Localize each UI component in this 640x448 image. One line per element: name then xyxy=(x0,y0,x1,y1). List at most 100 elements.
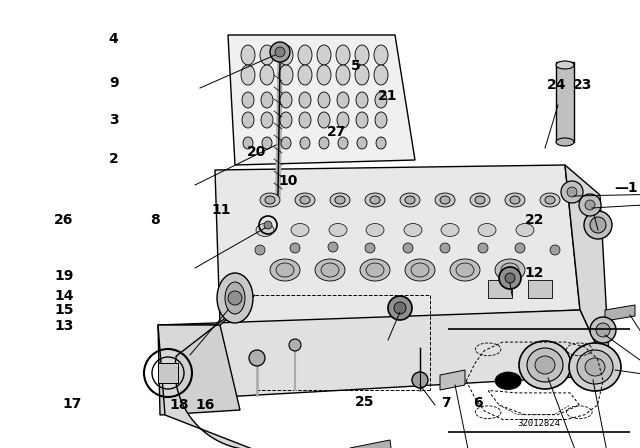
Ellipse shape xyxy=(411,263,429,277)
Ellipse shape xyxy=(357,137,367,149)
Ellipse shape xyxy=(355,65,369,85)
Text: 27: 27 xyxy=(326,125,346,139)
Ellipse shape xyxy=(279,45,293,65)
Circle shape xyxy=(550,245,560,255)
Circle shape xyxy=(505,273,515,283)
Ellipse shape xyxy=(337,112,349,128)
Circle shape xyxy=(478,243,488,253)
Text: 25: 25 xyxy=(355,395,374,409)
Circle shape xyxy=(388,296,412,320)
Polygon shape xyxy=(215,165,580,325)
Ellipse shape xyxy=(366,263,384,277)
Text: 14: 14 xyxy=(54,289,74,303)
Ellipse shape xyxy=(243,137,253,149)
Circle shape xyxy=(412,372,428,388)
Circle shape xyxy=(567,187,577,197)
Text: 32012824: 32012824 xyxy=(518,419,561,428)
Circle shape xyxy=(499,267,521,289)
Ellipse shape xyxy=(330,193,350,207)
Ellipse shape xyxy=(374,65,388,85)
Ellipse shape xyxy=(338,137,348,149)
Ellipse shape xyxy=(329,224,347,237)
Ellipse shape xyxy=(260,193,280,207)
Ellipse shape xyxy=(478,224,496,237)
Ellipse shape xyxy=(450,259,480,281)
Ellipse shape xyxy=(318,112,330,128)
Ellipse shape xyxy=(540,193,560,207)
Ellipse shape xyxy=(356,112,368,128)
Text: 24: 24 xyxy=(547,78,566,92)
Ellipse shape xyxy=(470,193,490,207)
Ellipse shape xyxy=(298,65,312,85)
Polygon shape xyxy=(605,305,635,321)
Text: 9: 9 xyxy=(109,76,118,90)
Text: 13: 13 xyxy=(54,319,74,333)
Circle shape xyxy=(596,323,610,337)
Ellipse shape xyxy=(280,112,292,128)
Text: 17: 17 xyxy=(63,397,82,411)
Circle shape xyxy=(275,47,285,57)
Circle shape xyxy=(328,242,338,252)
Circle shape xyxy=(403,243,413,253)
Ellipse shape xyxy=(300,196,310,204)
Text: 15: 15 xyxy=(54,303,74,318)
Ellipse shape xyxy=(456,263,474,277)
Polygon shape xyxy=(158,325,240,415)
Polygon shape xyxy=(158,363,178,383)
Ellipse shape xyxy=(317,45,331,65)
Text: 2: 2 xyxy=(109,152,118,166)
Polygon shape xyxy=(158,310,610,400)
Ellipse shape xyxy=(279,65,293,85)
Ellipse shape xyxy=(265,196,275,204)
Ellipse shape xyxy=(217,273,253,323)
Ellipse shape xyxy=(516,224,534,237)
Ellipse shape xyxy=(337,92,349,108)
Ellipse shape xyxy=(261,112,273,128)
Ellipse shape xyxy=(365,193,385,207)
Circle shape xyxy=(289,339,301,351)
Ellipse shape xyxy=(299,92,311,108)
Text: 8: 8 xyxy=(150,212,160,227)
Text: 19: 19 xyxy=(54,268,74,283)
Bar xyxy=(528,280,552,298)
Circle shape xyxy=(590,217,606,233)
Circle shape xyxy=(561,181,583,203)
Text: 21: 21 xyxy=(378,89,397,103)
Ellipse shape xyxy=(475,196,485,204)
Polygon shape xyxy=(158,295,255,448)
Ellipse shape xyxy=(585,358,605,376)
Ellipse shape xyxy=(435,193,455,207)
Ellipse shape xyxy=(405,196,415,204)
Ellipse shape xyxy=(241,45,255,65)
Circle shape xyxy=(579,194,601,216)
Ellipse shape xyxy=(225,282,245,314)
Ellipse shape xyxy=(242,112,254,128)
Ellipse shape xyxy=(242,92,254,108)
Ellipse shape xyxy=(569,343,621,391)
Ellipse shape xyxy=(336,65,350,85)
Ellipse shape xyxy=(260,45,274,65)
Ellipse shape xyxy=(376,137,386,149)
Ellipse shape xyxy=(260,65,274,85)
Ellipse shape xyxy=(318,92,330,108)
Text: 7: 7 xyxy=(442,396,451,410)
Ellipse shape xyxy=(441,224,459,237)
Circle shape xyxy=(394,302,406,314)
Ellipse shape xyxy=(270,259,300,281)
Text: 22: 22 xyxy=(525,212,544,227)
Ellipse shape xyxy=(276,263,294,277)
Ellipse shape xyxy=(545,196,555,204)
Ellipse shape xyxy=(556,61,574,69)
Ellipse shape xyxy=(281,137,291,149)
Circle shape xyxy=(264,221,272,229)
Ellipse shape xyxy=(356,92,368,108)
Ellipse shape xyxy=(317,65,331,85)
Ellipse shape xyxy=(400,193,420,207)
Ellipse shape xyxy=(291,224,309,237)
Ellipse shape xyxy=(577,350,613,384)
Circle shape xyxy=(270,42,290,62)
Ellipse shape xyxy=(299,112,311,128)
Text: 23: 23 xyxy=(573,78,592,92)
Circle shape xyxy=(590,317,616,343)
Ellipse shape xyxy=(295,193,315,207)
